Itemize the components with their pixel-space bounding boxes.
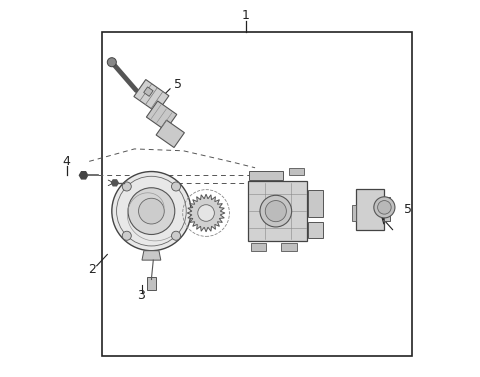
Polygon shape: [146, 101, 177, 130]
Text: 1: 1: [242, 9, 250, 21]
Polygon shape: [142, 251, 161, 260]
Polygon shape: [111, 180, 118, 186]
Bar: [102, 32, 411, 356]
Circle shape: [128, 188, 175, 234]
Polygon shape: [250, 170, 283, 180]
Text: 5: 5: [174, 78, 182, 91]
Polygon shape: [144, 87, 153, 97]
Polygon shape: [384, 197, 390, 222]
Circle shape: [122, 182, 132, 191]
Polygon shape: [289, 168, 304, 175]
Polygon shape: [134, 80, 169, 113]
Polygon shape: [156, 120, 184, 147]
Polygon shape: [79, 172, 88, 179]
Text: 4: 4: [62, 155, 70, 168]
Polygon shape: [187, 194, 225, 232]
Circle shape: [171, 182, 180, 191]
Text: 5: 5: [404, 203, 412, 216]
Text: 2: 2: [88, 263, 96, 276]
Bar: [146, 277, 156, 290]
Text: 3: 3: [137, 290, 145, 302]
Circle shape: [260, 195, 292, 227]
Polygon shape: [308, 222, 323, 238]
Circle shape: [108, 58, 116, 67]
Circle shape: [171, 231, 180, 240]
Polygon shape: [252, 243, 266, 251]
Circle shape: [265, 201, 287, 222]
Polygon shape: [357, 188, 384, 230]
Polygon shape: [308, 190, 323, 217]
Circle shape: [139, 198, 164, 224]
Circle shape: [112, 172, 191, 251]
Circle shape: [374, 197, 395, 218]
Circle shape: [198, 205, 215, 221]
Circle shape: [378, 201, 391, 214]
Polygon shape: [249, 181, 307, 241]
Polygon shape: [352, 205, 357, 221]
Circle shape: [122, 231, 132, 240]
Polygon shape: [281, 243, 297, 251]
